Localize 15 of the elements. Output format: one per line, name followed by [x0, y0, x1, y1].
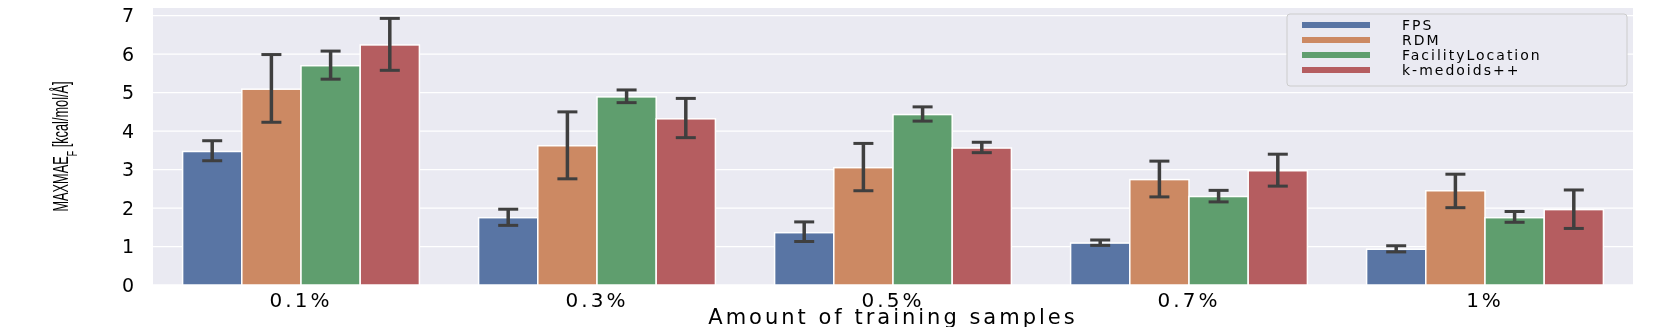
y-tick-label: 0: [121, 273, 135, 296]
y-tick-label: 7: [121, 4, 135, 27]
legend-label: FPS: [1402, 16, 1434, 33]
x-tick-label: 0.3%: [565, 288, 629, 312]
y-tick-label: 4: [121, 119, 135, 142]
x-tick-label: 1%: [1466, 288, 1504, 312]
y-tick-label: 6: [121, 42, 135, 65]
y-tick-label: 2: [121, 196, 135, 219]
legend-label: RDM: [1402, 31, 1441, 48]
y-tick-label: 1: [121, 235, 135, 258]
y-tick-label: 5: [121, 81, 135, 104]
x-tick-label: 0.7%: [1157, 288, 1221, 312]
legend-label: FacilityLocation: [1402, 46, 1542, 63]
y-tick-label: 3: [121, 158, 135, 181]
x-tick-label: 0.1%: [269, 288, 333, 312]
